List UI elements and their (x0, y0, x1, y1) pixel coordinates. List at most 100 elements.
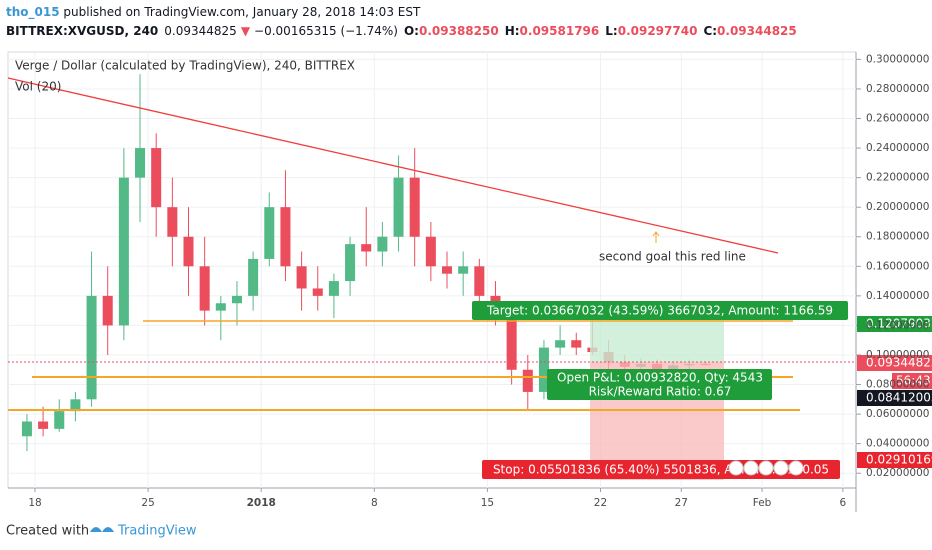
profit-zone (590, 320, 724, 362)
quote-value: 0.09581796 (520, 24, 600, 38)
x-tick-label: 15 (481, 497, 494, 509)
y-tick-label: 0.14000000 (866, 290, 929, 302)
last: 0.09344825 (164, 24, 237, 38)
brand[interactable]: TradingView (117, 524, 197, 539)
quote-key: C: (703, 24, 717, 38)
y-tick-label: 0.12000000 (866, 319, 929, 331)
candle-body (280, 207, 291, 267)
candle-body (118, 177, 129, 326)
candle-body (312, 288, 323, 296)
candle-body (393, 177, 404, 237)
price-tag (857, 452, 932, 468)
price-tag-label: 0.12079037 (866, 317, 932, 331)
countdown: 56:43 (896, 374, 931, 388)
published: published on TradingView.com, January 28… (60, 5, 421, 19)
price-tag (857, 390, 932, 406)
target-box[interactable] (472, 301, 848, 320)
y-tick-label: 0.26000000 (866, 113, 929, 125)
quote-line: BITTREX:XVGUSD, 240 0.09344825 ▼ −0.0016531… (6, 24, 797, 38)
candle-body (409, 177, 420, 237)
price-tag (857, 316, 932, 332)
candle-body (345, 244, 356, 282)
candle-body (231, 295, 242, 304)
y-tick-label: 0.24000000 (866, 142, 929, 154)
y-tick-label: 0.06000000 (866, 408, 929, 420)
candle-body (328, 281, 339, 296)
author[interactable]: tho_015 (6, 5, 60, 20)
candle-body (538, 347, 549, 392)
y-tick-label: 0.08000000 (866, 379, 929, 391)
x-tick-label: 18 (28, 497, 41, 509)
candle-body (571, 340, 582, 348)
candle-body (38, 421, 49, 429)
x-tick-label: 27 (675, 497, 688, 509)
logo (90, 527, 114, 532)
change: −0.00165315 (−1.74%) (254, 24, 398, 38)
price-tag-label: 0.08412005 (866, 391, 932, 405)
candle-body (183, 236, 194, 267)
chart-subtitle: Vol (20) (15, 80, 61, 94)
candle-body (54, 411, 65, 429)
candle-body (474, 266, 485, 296)
candle-body (248, 258, 259, 296)
event-icons (728, 460, 804, 476)
candle-body (441, 266, 453, 274)
candle-body (425, 236, 436, 267)
price-tag-label: 0.02910169 (866, 453, 932, 467)
candle-body (522, 369, 533, 392)
annotation: second goal this red line (599, 250, 746, 264)
y-tick-label: 0.28000000 (866, 83, 929, 95)
quote-value: 0.09344825 (717, 24, 797, 38)
symbol: BITTREX:XVGUSD, 240 (6, 24, 158, 38)
candle-body (21, 421, 32, 437)
x-tick-label: 8 (371, 497, 378, 509)
y-tick-label: 0.10000000 (866, 349, 929, 361)
candle-body (102, 295, 113, 326)
x-tick-label: 25 (141, 497, 154, 509)
quote-key: H: (505, 24, 520, 38)
price-tag (857, 355, 932, 371)
footer-text: Created with (6, 524, 89, 539)
price-tag (892, 373, 932, 389)
candle-body (199, 266, 210, 311)
header-line: tho_015 published on TradingView.com, Ja… (6, 5, 421, 20)
x-tick-label: 22 (594, 497, 607, 509)
x-tick-label: 2018 (247, 497, 276, 509)
candle-body (86, 295, 97, 400)
candle-body (296, 266, 307, 289)
quote-value: 0.09297740 (618, 24, 698, 38)
trend-line[interactable] (7, 77, 779, 254)
quote-value: 0.09388250 (419, 24, 499, 38)
quote-key: O: (404, 24, 419, 38)
candle-body (361, 244, 372, 252)
y-tick-label: 0.30000000 (866, 53, 929, 65)
arrow (652, 231, 660, 243)
y-tick-label: 0.22000000 (866, 172, 929, 184)
target-label: Target: 0.03667032 (43.59%) 3667032, Amo… (486, 304, 833, 318)
candle-body (215, 303, 226, 311)
candle-body (167, 207, 178, 237)
candle-body (377, 236, 388, 252)
y-tick-label: 0.18000000 (866, 231, 929, 243)
candle-body (151, 148, 162, 208)
candle-body (264, 207, 275, 259)
pl-label: Open P&L: 0.00932820, Qty: 4543 (557, 371, 763, 385)
candle-body (135, 148, 146, 178)
candle-body (555, 340, 566, 348)
quote-key: L: (605, 24, 617, 38)
candle-body (458, 266, 469, 274)
candle-body (506, 318, 517, 370)
price-labels: 0.12079037 0.09344825 56:43 0.08412005 0… (857, 316, 932, 468)
x-tick-label: Feb (753, 497, 772, 509)
chart-title: Verge / Dollar (calculated by TradingVie… (15, 59, 355, 73)
x-tick-label: 6 (839, 497, 846, 509)
y-tick-label: 0.16000000 (866, 260, 929, 272)
price-tag-label: 0.09344825 (866, 356, 932, 370)
candle-body (70, 399, 81, 412)
rr-label: Risk/Reward Ratio: 0.67 (589, 385, 732, 399)
y-tick-label: 0.02000000 (866, 467, 929, 479)
pl-box[interactable] (547, 369, 772, 400)
y-tick-label: 0.04000000 (866, 438, 929, 450)
